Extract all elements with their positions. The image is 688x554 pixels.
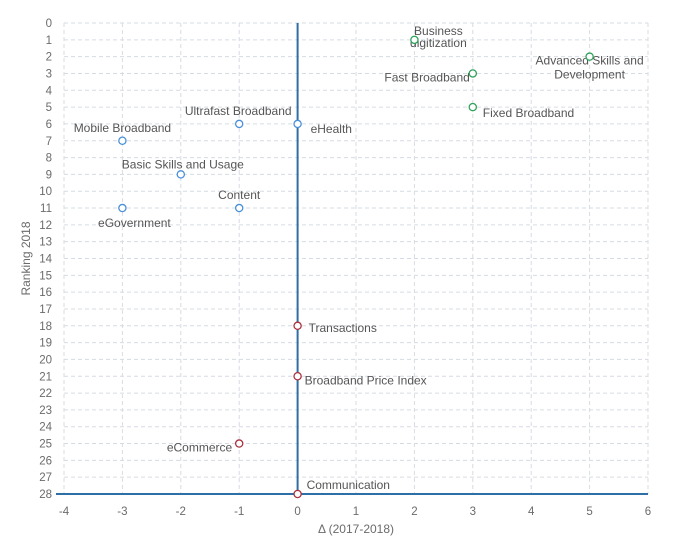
y-tick-label: 20 xyxy=(39,354,52,366)
x-tick-label: 0 xyxy=(294,506,300,518)
y-tick-label: 9 xyxy=(46,169,52,181)
x-tick-label: 6 xyxy=(645,506,651,518)
point-label: Fixed Broadband xyxy=(483,106,574,120)
data-point xyxy=(118,136,127,145)
point-label: Transactions xyxy=(309,321,377,335)
data-point xyxy=(176,170,186,179)
y-tick-label: 28 xyxy=(39,489,52,501)
point-label: Business xyxy=(414,24,463,38)
x-tick-label: -2 xyxy=(176,506,186,518)
y-axis-title: Ranking 2018 xyxy=(19,221,33,295)
y-tick-label: 27 xyxy=(39,472,52,484)
x-tick-label: 3 xyxy=(470,506,476,518)
y-tick-label: 15 xyxy=(39,270,52,282)
point-label: eGovernment xyxy=(98,216,171,230)
x-tick-label: -1 xyxy=(234,506,244,518)
point-label: eCommerce xyxy=(167,441,233,455)
y-tick-label: 25 xyxy=(39,439,52,451)
data-point xyxy=(234,119,244,129)
data-point xyxy=(468,102,478,112)
y-tick-label: 14 xyxy=(39,254,52,266)
data-point xyxy=(293,119,302,129)
point-label: Basic Skills and Usage xyxy=(122,157,244,171)
data-point xyxy=(293,489,302,499)
data-point xyxy=(585,52,594,61)
x-tick-label: 4 xyxy=(528,506,535,518)
y-tick-label: 26 xyxy=(39,455,52,467)
data-point xyxy=(468,69,478,78)
y-tick-label: 11 xyxy=(40,203,52,215)
y-tick-label: 12 xyxy=(39,220,52,232)
y-tick-label: 13 xyxy=(39,237,52,249)
y-tick-label: 10 xyxy=(39,186,52,198)
y-tick-label: 23 xyxy=(39,405,52,417)
data-point xyxy=(293,371,302,381)
data-point xyxy=(410,35,419,45)
y-tick-label: 19 xyxy=(39,338,52,350)
y-tick-label: 7 xyxy=(46,136,52,148)
x-tick-label: -3 xyxy=(117,506,127,518)
x-tick-label: 2 xyxy=(411,506,417,518)
y-tick-label: 21 xyxy=(39,371,52,383)
y-tick-label: 0 xyxy=(46,18,52,30)
data-point xyxy=(118,203,127,213)
point-label: eHealth xyxy=(311,122,352,136)
x-axis-title: Δ (2017-2018) xyxy=(318,522,394,536)
y-tick-label: 6 xyxy=(46,119,52,131)
point-label: Communication xyxy=(307,478,390,492)
point-label: Development xyxy=(554,68,625,82)
data-point xyxy=(234,439,244,448)
x-tick-label: 5 xyxy=(586,506,592,518)
y-tick-label: 8 xyxy=(46,153,52,165)
y-tick-label: 18 xyxy=(39,321,52,333)
data-point xyxy=(293,321,302,331)
y-tick-label: 5 xyxy=(46,102,52,114)
point-label: Mobile Broadband xyxy=(74,121,171,135)
data-point xyxy=(234,203,244,213)
y-tick-label: 1 xyxy=(46,35,52,47)
y-tick-label: 2 xyxy=(46,52,52,64)
point-label: Ultrafast Broadband xyxy=(185,104,292,118)
point-label: Broadband Price Index xyxy=(305,373,427,387)
point-label: Content xyxy=(218,188,261,202)
y-tick-label: 17 xyxy=(39,304,52,316)
y-tick-label: 16 xyxy=(39,287,52,299)
point-label: digitization xyxy=(410,36,467,50)
y-tick-label: 3 xyxy=(46,68,52,80)
x-tick-label: -4 xyxy=(59,506,70,518)
y-tick-label: 4 xyxy=(46,85,53,97)
x-tick-label: 1 xyxy=(353,506,359,518)
y-tick-label: 22 xyxy=(39,388,52,400)
point-label: Fast Broadband xyxy=(384,70,469,84)
y-tick-label: 24 xyxy=(39,422,52,434)
